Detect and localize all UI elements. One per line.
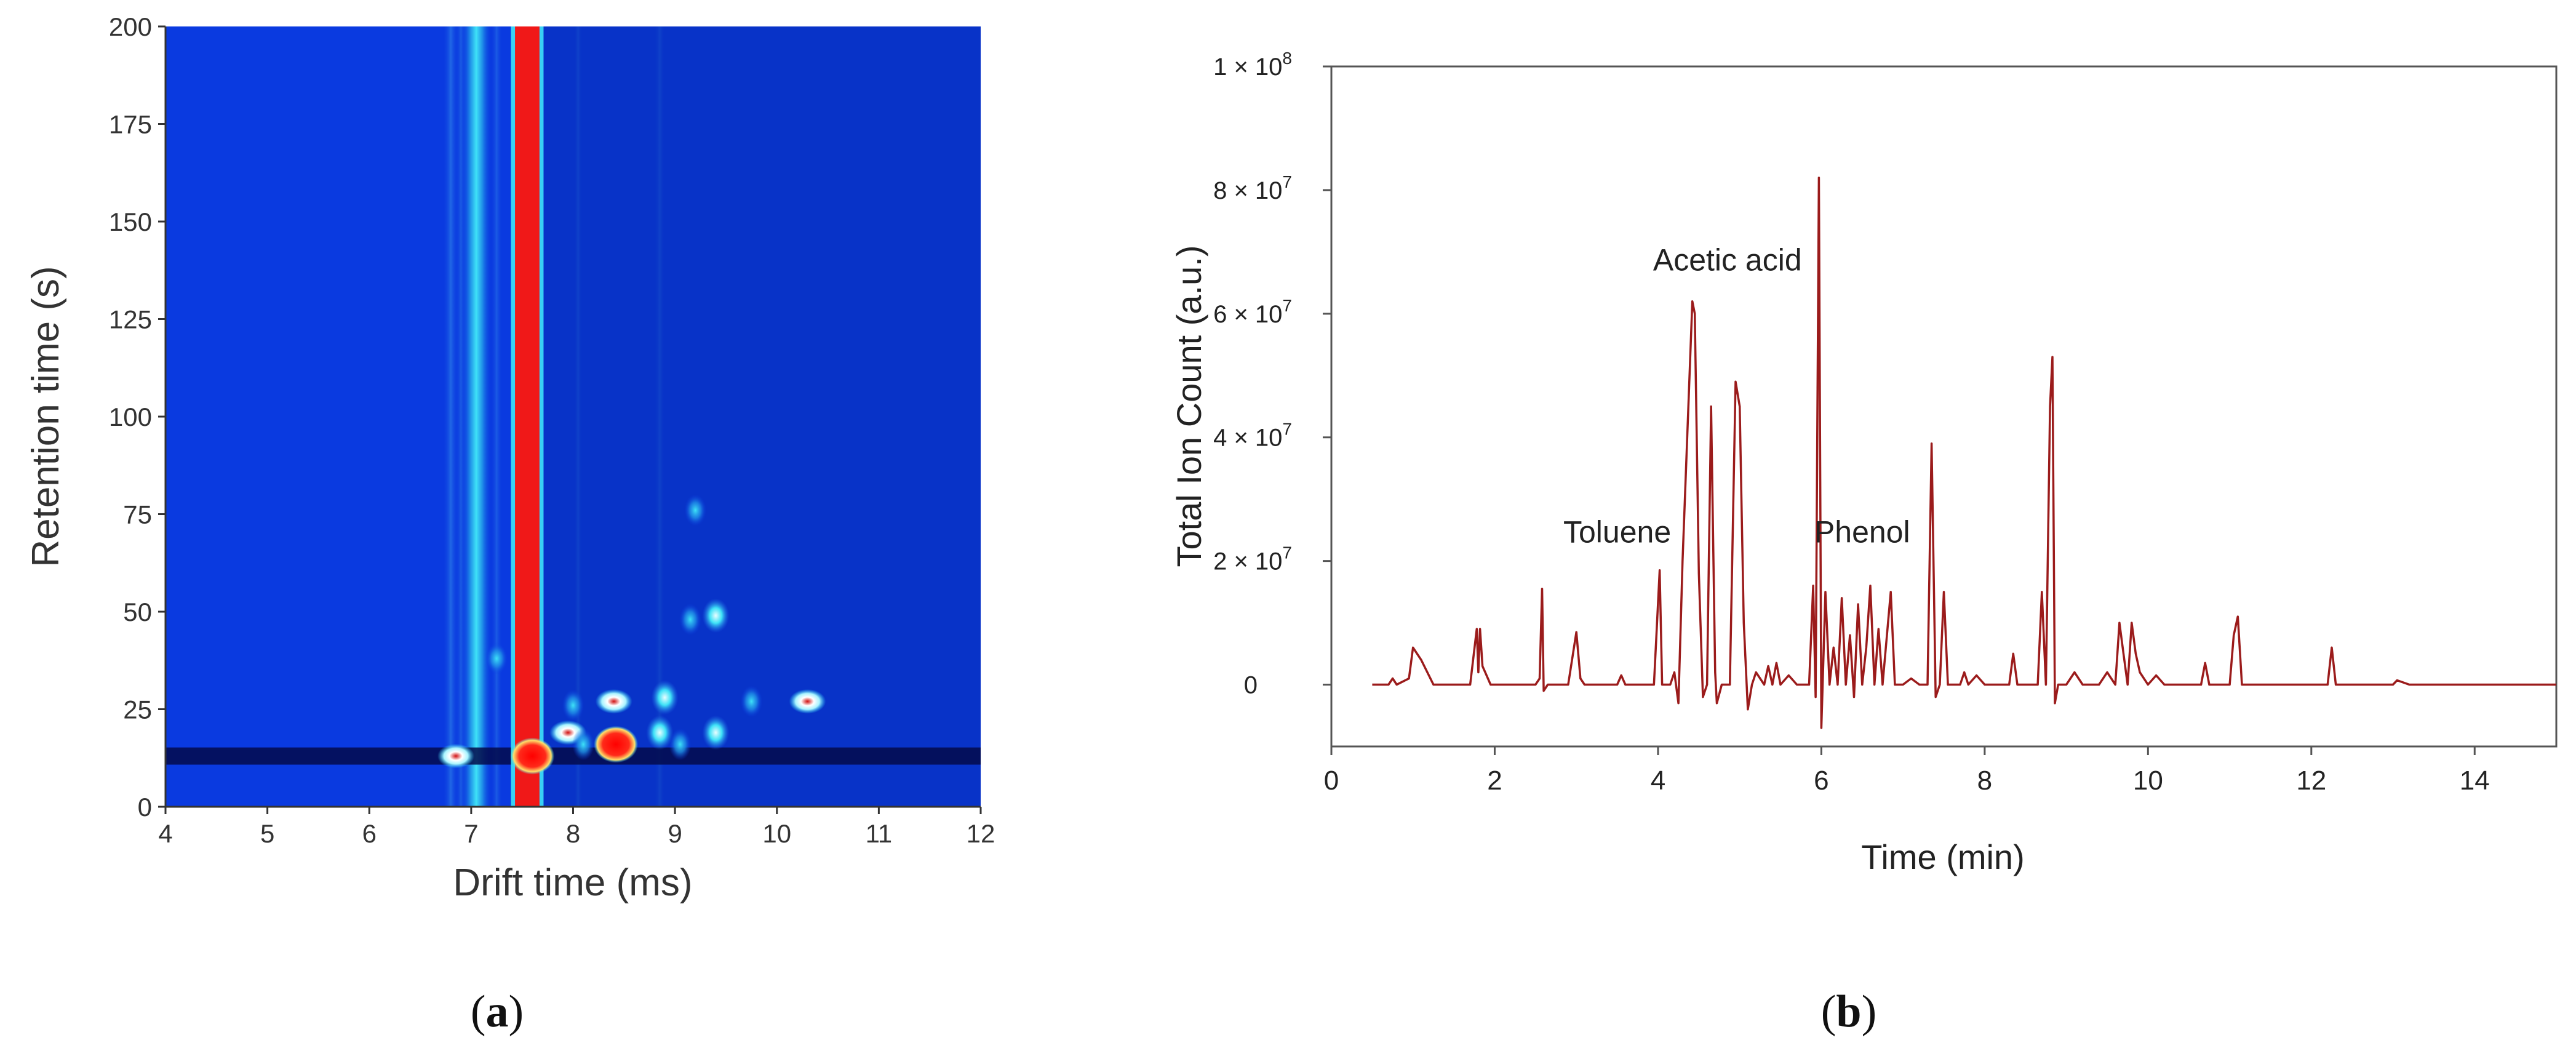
- panel-a-x-tick-label: 9: [668, 819, 682, 848]
- panel-b-x-tick-label: 6: [1814, 766, 1828, 796]
- panel-a-y-tick-label: 200: [109, 12, 152, 41]
- panel-a-x-tick-label: 7: [464, 819, 478, 848]
- panel-b-x-tick-label: 2: [1487, 766, 1502, 796]
- panel-a-y-tick-label: 175: [109, 110, 152, 139]
- panel-b-plot-frame: [1330, 65, 2558, 748]
- heatmap-rip-band: [515, 26, 540, 807]
- panel-b-x-tick-label: 10: [2133, 766, 2163, 796]
- heatmap-spot: [595, 689, 632, 714]
- panel-b-series-line: [1372, 177, 2556, 729]
- panel-b-x-tick-label: 8: [1977, 766, 1992, 796]
- panel-b-annotation: Phenol: [1814, 515, 1910, 550]
- heatmap-shadow-region: [542, 26, 981, 807]
- heatmap-spot: [485, 642, 508, 675]
- panel-b-annotations: Acetic acid Toluene Phenol: [1563, 243, 1910, 550]
- panel-a-y-tick-label: 0: [138, 793, 152, 822]
- panel-a-label: (a): [471, 986, 524, 1037]
- panel-a-axes: 4 5 6 7 8 9 10 11 12 0 25 50 75 100 125 150 175 200: [109, 12, 995, 848]
- heatmap-streak: [490, 26, 503, 807]
- heatmap-spot: [789, 689, 826, 714]
- panel-a-x-tick-label: 8: [566, 819, 580, 848]
- heatmap-spot: [679, 603, 701, 636]
- panel-a-x-tick-label: 12: [967, 819, 995, 848]
- panel-a-y-axis-label: Retention time (s): [25, 266, 67, 567]
- heatmap-plot-area: [165, 26, 981, 807]
- heatmap-spot: [651, 680, 679, 715]
- panel-b-y-tick-label: 4 × 107: [1213, 420, 1292, 452]
- heatmap-spot: [702, 598, 730, 633]
- panel-b-x-axis-label: Time (min): [1861, 838, 2024, 876]
- panel-b-y-tick-label: 0: [1244, 672, 1258, 699]
- panel-b-line-chart: 0 2 4 6 8 10 12 14 0 2 × 107 4 × 107 6 × 107 8 × 107…: [1170, 49, 2558, 876]
- panel-b-y-tick-label: 8 × 107: [1213, 172, 1292, 204]
- panel-a-y-tick-label: 50: [123, 598, 152, 626]
- panel-b-y-axis-label: Total Ion Count (a.u.): [1170, 246, 1208, 567]
- heatmap-spot: [669, 728, 692, 761]
- panel-a-x-tick-label: 4: [158, 819, 172, 848]
- heatmap-streak: [655, 26, 665, 807]
- heatmap-spot: [594, 726, 639, 763]
- panel-a-y-tick-label: 150: [109, 207, 152, 236]
- panel-b-x-tick-label: 12: [2296, 766, 2326, 796]
- panel-b-y-tick-label: 6 × 107: [1213, 296, 1292, 328]
- heatmap-streak: [574, 26, 583, 807]
- heatmap-cyan-band: [461, 26, 492, 807]
- panel-b-y-tick-label: 1 × 108: [1213, 49, 1292, 81]
- panel-b-annotation: Acetic acid: [1653, 243, 1802, 278]
- panel-a-x-tick-label: 10: [762, 819, 791, 848]
- panel-b-label: (b): [1821, 986, 1876, 1037]
- panel-b-axes: 0 2 4 6 8 10 12 14 0 2 × 107 4 × 107 6 × 107 8 × 107…: [1213, 49, 2490, 796]
- heatmap-background: [165, 26, 981, 807]
- heatmap-spot: [510, 737, 555, 775]
- heatmap-spot: [740, 685, 763, 718]
- panel-a-heatmap: 4 5 6 7 8 9 10 11 12 0 25 50 75 100 125 150 175 200 Drift…: [25, 12, 995, 904]
- panel-a-y-tick-label: 125: [109, 305, 152, 334]
- panel-a-y-tick-label: 75: [123, 500, 152, 529]
- panel-a-y-tick-label: 100: [109, 402, 152, 431]
- panel-a-y-tick-label: 25: [123, 695, 152, 724]
- panel-b-annotation: Toluene: [1563, 515, 1671, 550]
- heatmap-spot: [437, 743, 475, 769]
- heatmap-spot: [562, 689, 584, 722]
- panel-a-x-tick-label: 6: [362, 819, 377, 848]
- heatmap-layers: [165, 26, 981, 807]
- panel-a-x-tick-label: 11: [866, 819, 893, 848]
- heatmap-spot: [684, 494, 707, 527]
- heatmap-spot: [572, 728, 595, 761]
- panel-b-y-tick-label: 2 × 107: [1213, 543, 1292, 575]
- panel-a-x-axis-label: Drift time (ms): [453, 862, 692, 904]
- panel-a-x-tick-label: 5: [260, 819, 274, 848]
- panel-b-x-tick-label: 0: [1324, 766, 1339, 796]
- heatmap-spot: [702, 715, 730, 750]
- heatmap-spot: [646, 715, 674, 750]
- panel-b-x-tick-label: 14: [2460, 766, 2490, 796]
- panel-b-x-tick-label: 4: [1651, 766, 1665, 796]
